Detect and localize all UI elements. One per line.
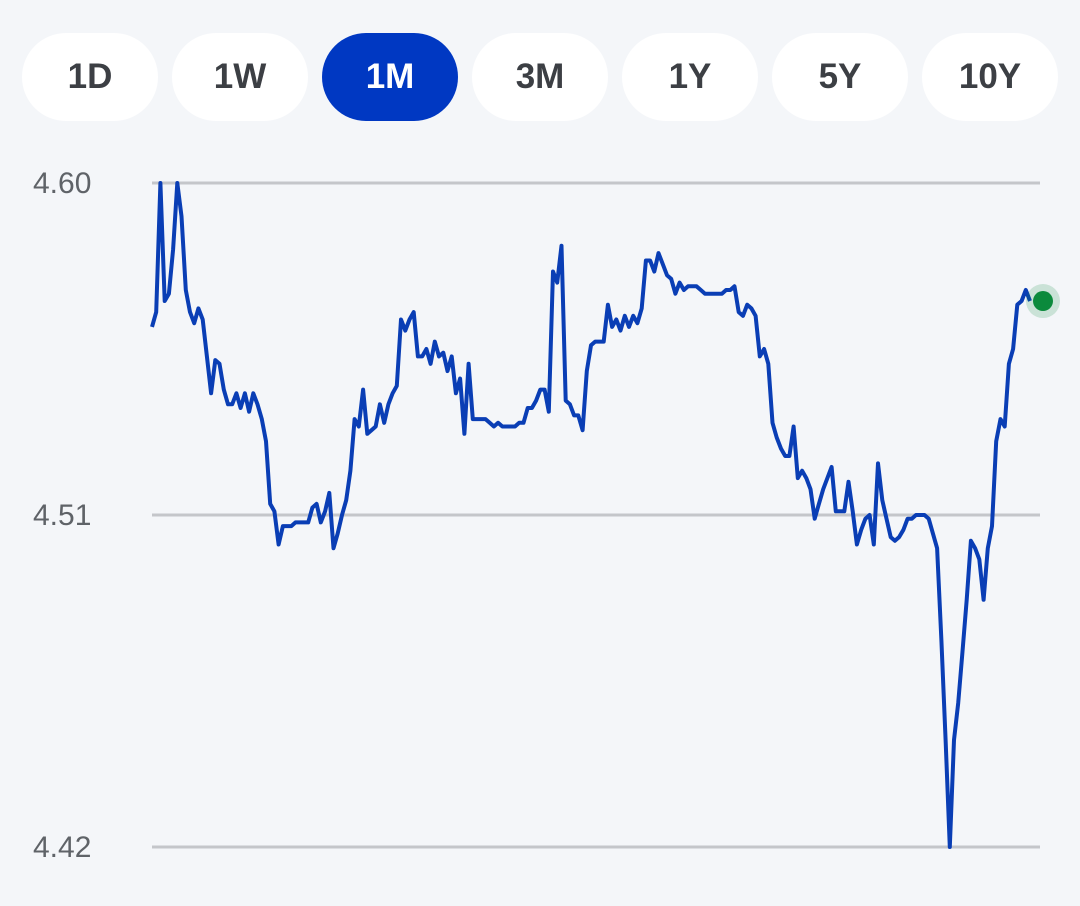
range-tab[interactable]: 10Y	[922, 33, 1058, 121]
range-tab[interactable]: 1M	[322, 33, 458, 121]
range-tabs: 1D 1W 1M 3M 1Y 5Y 10Y	[22, 33, 1058, 121]
price-line	[150, 181, 1032, 849]
range-tab[interactable]: 1D	[22, 33, 158, 121]
range-tab[interactable]: 1W	[172, 33, 308, 121]
range-tab[interactable]: 3M	[472, 33, 608, 121]
y-tick-label: 4.42	[33, 831, 91, 864]
y-tick-label: 4.60	[33, 167, 91, 200]
end-marker	[1033, 291, 1053, 312]
y-tick-label: 4.51	[33, 499, 91, 532]
range-tab[interactable]: 5Y	[772, 33, 908, 121]
range-tab[interactable]: 1Y	[622, 33, 758, 121]
